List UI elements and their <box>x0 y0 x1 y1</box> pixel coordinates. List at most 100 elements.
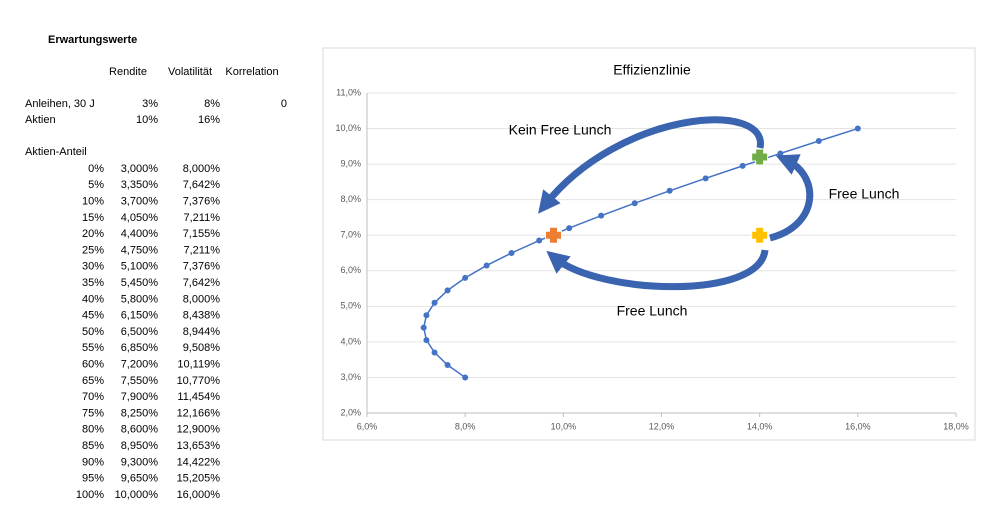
annotation: Free Lunch <box>617 303 688 319</box>
cell: 20% <box>82 228 104 240</box>
cell: 9,650% <box>121 473 159 485</box>
cell: 80% <box>82 424 104 436</box>
data-point <box>566 225 573 232</box>
sheet-title: Erwartungswerte <box>48 34 137 46</box>
cell: 35% <box>82 277 104 289</box>
x-tick-label: 6,0% <box>357 421 378 431</box>
y-tick-label: 9,0% <box>340 158 361 168</box>
cell: 8,950% <box>121 440 159 452</box>
cell: 70% <box>82 391 104 403</box>
data-point <box>598 212 605 219</box>
column-header: Volatilität <box>168 66 212 78</box>
cell: 12,900% <box>177 424 221 436</box>
cell: 10% <box>136 114 158 126</box>
cell: 8,000% <box>183 293 221 305</box>
data-point <box>420 324 427 331</box>
cell: 6,850% <box>121 342 159 354</box>
cell: 25% <box>82 244 104 256</box>
data-point <box>536 237 543 244</box>
cell: 45% <box>82 310 104 322</box>
x-tick-label: 18,0% <box>943 421 969 431</box>
data-point <box>702 175 709 182</box>
cell: 90% <box>82 456 104 468</box>
cell: 11,454% <box>177 391 220 403</box>
data-point <box>444 287 451 294</box>
spreadsheet: Erwartungswerte Rendite Volatilität Korrela… <box>25 34 287 501</box>
cell: 16,000% <box>177 489 221 501</box>
cell: 10,000% <box>115 489 159 501</box>
cell: Aktien <box>25 114 56 126</box>
cell: 100% <box>76 489 104 501</box>
cell: 65% <box>82 375 104 387</box>
cell: 40% <box>82 293 104 305</box>
cell: 7,642% <box>183 179 221 191</box>
cell: 7,376% <box>183 196 221 208</box>
arrow <box>768 154 814 242</box>
cell: 8% <box>204 98 220 110</box>
data-point <box>777 150 784 157</box>
annotation: Free Lunch <box>829 186 900 202</box>
cell: 95% <box>82 473 104 485</box>
y-tick-label: 5,0% <box>340 301 361 311</box>
cell: 7,642% <box>183 277 221 289</box>
x-tick-label: 12,0% <box>649 421 675 431</box>
cell: 3% <box>142 98 158 110</box>
data-point <box>431 299 438 306</box>
cell: 3,000% <box>121 163 159 175</box>
arrow <box>546 249 769 291</box>
data-point <box>444 362 451 368</box>
highlight-marker <box>751 226 769 244</box>
cell: 50% <box>82 326 104 338</box>
cell: 5,800% <box>121 293 159 305</box>
data-point <box>431 349 438 356</box>
data-point <box>508 250 515 256</box>
data-point <box>462 274 469 281</box>
data-point <box>854 125 861 132</box>
y-tick-label: 11,0% <box>336 87 361 97</box>
data-point <box>739 162 746 169</box>
annotation: Kein Free Lunch <box>509 122 612 138</box>
data-point <box>666 187 673 194</box>
cell: 16% <box>198 114 220 126</box>
cell: Anleihen, 30 J <box>25 98 95 110</box>
cell: 60% <box>82 359 104 371</box>
data-point <box>423 312 430 319</box>
cell: 4,050% <box>121 212 159 224</box>
cell: 8,438% <box>183 310 221 322</box>
cell: 3,700% <box>121 196 159 208</box>
cell: 10,119% <box>177 359 220 371</box>
cell: 9,508% <box>183 342 221 354</box>
cell: 7,155% <box>183 228 221 240</box>
x-tick-label: 16,0% <box>845 421 871 431</box>
cell: 9,300% <box>121 456 159 468</box>
section-label: Aktien-Anteil <box>25 146 87 158</box>
cell: 8,944% <box>183 326 221 338</box>
chart-title: Effizienzlinie <box>613 62 691 78</box>
cell: 30% <box>82 261 104 273</box>
cell: 8,000% <box>183 163 221 175</box>
highlight-marker <box>545 226 563 244</box>
data-point <box>483 262 490 269</box>
cell: 55% <box>82 342 104 354</box>
data-point <box>631 200 638 207</box>
cell: 7,900% <box>121 391 159 403</box>
y-tick-label: 4,0% <box>340 336 361 346</box>
cell: 4,750% <box>121 244 159 256</box>
x-tick-label: 10,0% <box>551 421 577 431</box>
cell: 85% <box>82 440 104 452</box>
data-point <box>815 138 822 144</box>
cell: 7,376% <box>183 261 221 273</box>
highlight-marker <box>751 148 769 166</box>
cell: 8,250% <box>121 407 159 419</box>
cell: 10% <box>82 196 104 208</box>
cell: 7,211% <box>184 212 221 224</box>
y-tick-label: 10,0% <box>335 123 361 133</box>
annotations: Kein Free Lunch Free Lunch Free Lunch <box>509 122 900 319</box>
cell: 6,500% <box>121 326 159 338</box>
x-tick-label: 14,0% <box>747 421 773 431</box>
cell: 5% <box>88 179 104 191</box>
cell: 13,653% <box>177 440 221 452</box>
arrow <box>538 116 764 214</box>
cell: 8,600% <box>121 424 159 436</box>
cell: 0% <box>88 163 104 175</box>
